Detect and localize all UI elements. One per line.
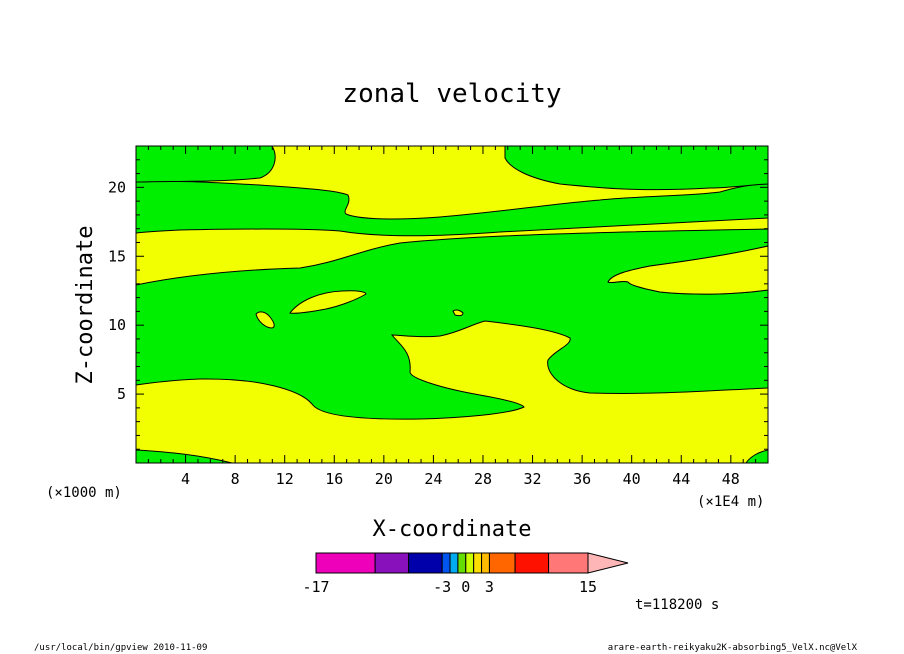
x-tick-label: 36 [573,470,591,488]
x-tick-label: 44 [672,470,690,488]
negative-region-mid-band [136,228,768,420]
y-tick-label: 10 [108,316,126,334]
colorbar-segment [441,552,451,574]
plot-frame [135,145,769,464]
colorbar-tick-label: 3 [485,578,494,596]
colorbar: -17 -3 0 3 15 [302,552,629,596]
negative-region-bottom-right [745,449,768,463]
colorbar-extend-arrow [587,552,629,574]
x-tick-label: 20 [375,470,393,488]
x-axis-ticks: 4 8 12 16 20 24 28 32 36 40 44 48 [147,146,757,488]
colorbar-segment [514,552,550,574]
negative-region-top-middle [504,146,768,191]
x-axis-title: X-coordinate [373,517,532,542]
colorbar-segment [457,552,467,574]
y-axis-title: Z-coordinate [73,226,98,385]
x-tick-label: 48 [722,470,740,488]
y-axis-ticks: 5 10 15 20 [108,159,768,450]
colorbar-segment [449,552,459,574]
colorbar-segment [408,552,443,574]
x-unit-right-label: (×1E4 m) [697,494,764,510]
contour-field [136,146,768,463]
chart-title: zonal velocity [342,79,561,109]
x-tick-label: 32 [524,470,542,488]
positive-region-right-lobe [607,245,768,295]
x-tick-label: 8 [231,470,240,488]
footer-left: /usr/local/bin/gpview 2010-11-09 [34,643,207,653]
positive-region-blob-small-left [255,311,275,329]
y-tick-label: 15 [108,247,126,265]
colorbar-segment [315,552,376,574]
x-tick-label: 12 [276,470,294,488]
x-tick-label: 40 [623,470,641,488]
y-tick-label: 5 [117,385,126,403]
colorbar-segment [548,552,589,574]
colorbar-segment [481,552,490,574]
colorbar-tick-label: 15 [579,578,597,596]
positive-region-blob-tiny [452,309,464,317]
footer-right: arare-earth-reikyaku2K-absorbing5_VelX.n… [608,643,858,653]
colorbar-tick-label: -3 [433,578,451,596]
colorbar-segment [488,552,516,574]
positive-region-blob-left [289,290,367,314]
x-unit-left-label: (×1000 m) [46,485,122,501]
colorbar-tick-label: 0 [461,578,470,596]
x-tick-label: 24 [424,470,442,488]
x-tick-label: 4 [181,470,190,488]
colorbar-tick-label: -17 [302,578,329,596]
x-tick-label: 16 [325,470,343,488]
colorbar-segment [374,552,410,574]
time-label: t=118200 s [635,597,719,613]
negative-region-upper-band [136,180,768,237]
colorbar-segment [473,552,483,574]
colorbar-segment [465,552,475,574]
x-tick-label: 28 [474,470,492,488]
y-tick-label: 20 [108,178,126,196]
negative-region-top-left [136,146,276,183]
